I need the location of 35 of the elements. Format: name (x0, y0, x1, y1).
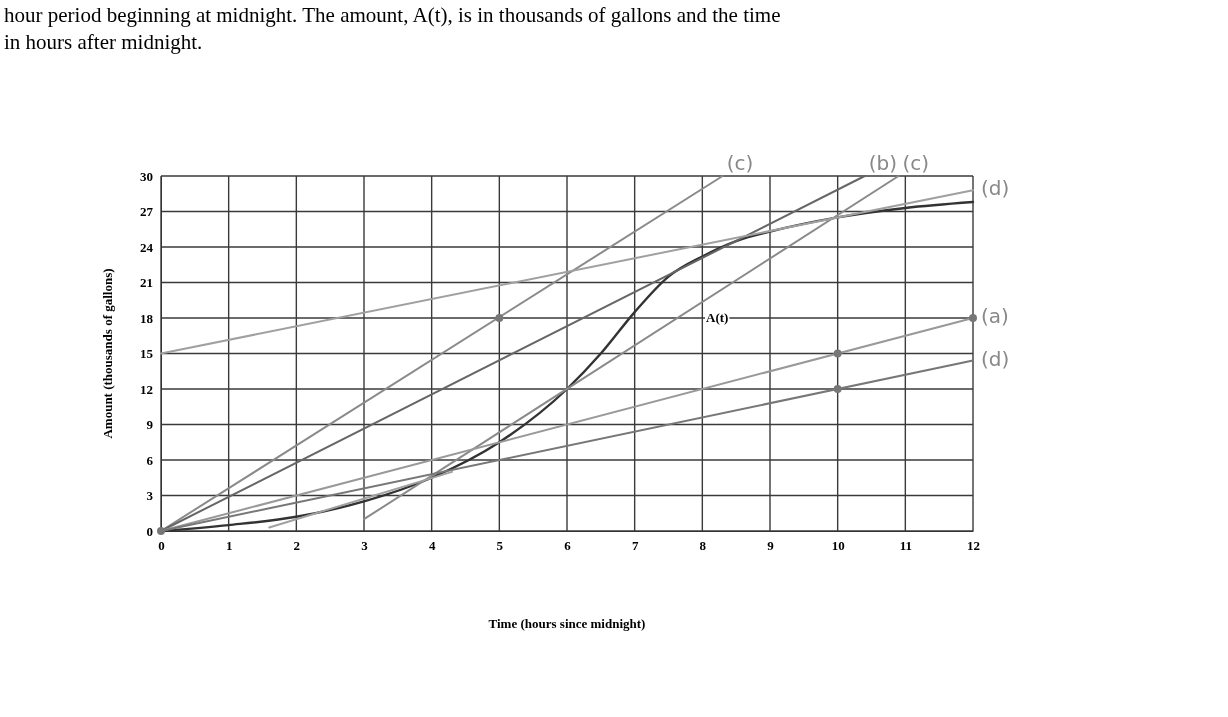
x-tick-label: 12 (967, 538, 980, 554)
y-tick-label: 27 (140, 204, 154, 220)
x-tick-label: 1 (225, 538, 233, 554)
x-tick-label: 2 (293, 538, 301, 554)
y-tick-label: 15 (140, 346, 154, 362)
x-tick-label: 8 (699, 538, 707, 554)
x-tick-label: 3 (361, 538, 369, 554)
x-tick-label: 11 (899, 538, 912, 554)
text: in hours after midnight. (4, 30, 203, 54)
x-tick-label: 0 (158, 538, 165, 554)
y-tick-label: 0 (146, 523, 153, 539)
x-tick-label: 7 (631, 538, 639, 554)
y-tick-label: 21 (140, 275, 153, 291)
x-tick-label: 9 (767, 538, 775, 554)
x-tick-label: 5 (496, 538, 504, 554)
series-label: (d) (981, 346, 1010, 371)
series-label: (a) (981, 304, 1009, 328)
y-tick-label: 24 (140, 239, 154, 255)
x-tick-label: 6 (564, 538, 572, 554)
y-tick-label: 6 (146, 452, 154, 468)
y-axis-title: Amount (thousands of gallons) (100, 268, 115, 439)
text: hour period beginning at midnight. The amount, A(t), is in thousands of gallons and the time (4, 3, 781, 27)
y-tick-label: 9 (146, 417, 154, 433)
y-tick-label: 12 (140, 381, 153, 397)
y-tick-label: 18 (140, 310, 154, 326)
annotation: A(t) (706, 310, 729, 325)
y-tick-label: 30 (140, 168, 153, 184)
x-tick-label: 10 (831, 538, 845, 554)
x-axis-title: Time (hours since midnight) (488, 616, 646, 631)
series-label: (c) (902, 151, 930, 175)
series-label: (c) (726, 151, 754, 175)
y-tick-label: 3 (146, 488, 154, 504)
x-tick-label: 4 (428, 538, 436, 554)
series-label: (d) (981, 176, 1010, 201)
series-label: (b) (868, 151, 898, 175)
